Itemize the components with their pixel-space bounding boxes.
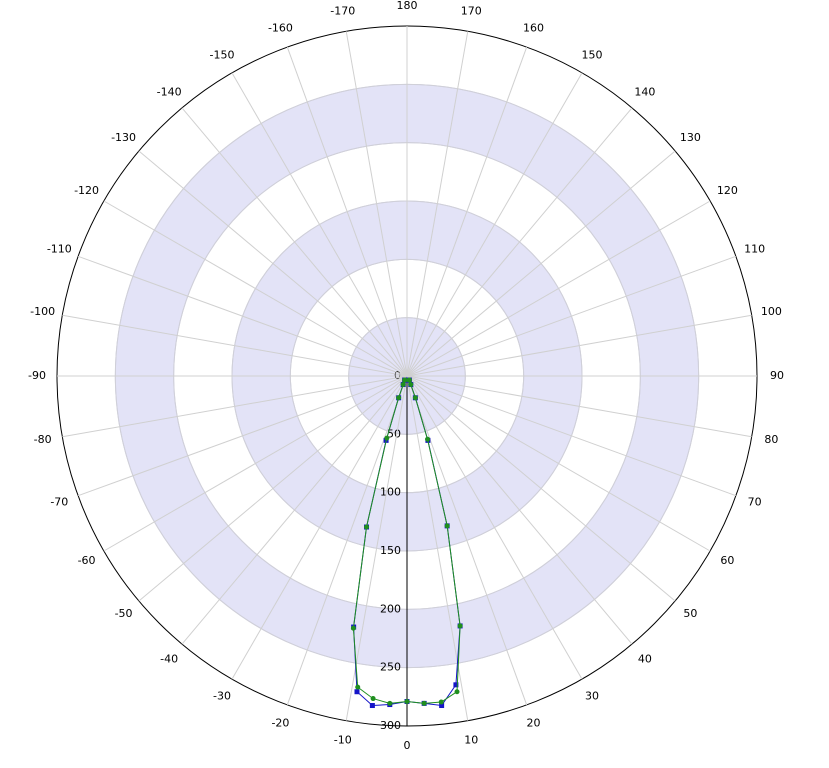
grid-spoke [231,72,408,377]
theta-tick-label: -170 [330,5,355,18]
point [412,395,418,401]
point [406,377,412,383]
theta-tick-label: 100 [761,305,782,318]
theta-tick-label: 160 [523,21,544,34]
point [444,523,450,529]
grid-spoke [406,375,633,645]
grid-spoke [286,46,408,377]
theta-tick-label: -70 [50,496,68,509]
grid-spoke [62,314,408,377]
r-tick-label: 100 [380,486,401,499]
point [402,377,408,383]
point [454,689,460,695]
grid-spoke [138,150,408,377]
theta-tick-label: -130 [111,131,136,144]
grid-spoke [406,375,737,497]
r-tick-label: 200 [380,602,401,615]
theta-tick-label: 130 [680,131,701,144]
theta-tick-label: -90 [28,369,46,382]
grid-spoke [231,375,408,680]
grid-spoke [103,375,408,552]
theta-tick-label: 0 [404,739,411,752]
theta-tick-label: -60 [78,554,96,567]
point [425,436,431,442]
grid-spoke [406,375,752,438]
grid-spoke [406,375,676,602]
grid-spoke [103,200,408,377]
point [439,703,445,709]
grid-spoke [406,31,469,377]
point [355,684,361,690]
r-tick-label: 250 [380,661,401,674]
point [408,382,414,388]
grid-spoke [406,150,676,377]
point [384,435,390,441]
theta-tick-label: -100 [30,305,55,318]
point [453,682,459,688]
theta-tick-label: -110 [47,242,72,255]
theta-tick-label: 80 [764,433,778,446]
grid-spoke [181,107,408,377]
theta-tick-label: -40 [160,652,178,665]
point [421,700,427,706]
theta-tick-label: 150 [582,49,603,62]
theta-tick-label: 20 [527,717,541,730]
theta-tick-label: -140 [157,86,182,99]
point [396,395,402,401]
theta-tick-label: 170 [461,5,482,18]
point [457,623,463,629]
point [438,699,444,705]
grid-spoke [406,375,711,552]
theta-tick-label: -150 [210,49,235,62]
grid-spoke [286,375,408,706]
theta-tick-label: -120 [74,184,99,197]
theta-tick-label: 10 [464,733,478,746]
theta-tick-label: 40 [638,652,652,665]
grid-spoke [77,375,408,497]
point [370,696,376,702]
theta-tick-label: -160 [268,21,293,34]
grid-spoke [77,255,408,377]
theta-tick-label: 70 [748,496,762,509]
point [400,382,406,388]
theta-tick-label: 50 [683,607,697,620]
grid-spoke [181,375,408,645]
grid-spoke [406,46,528,377]
point [354,689,360,695]
grid-spoke [406,200,711,377]
point [350,625,356,631]
point [364,524,370,530]
grid-spoke [406,72,583,377]
theta-tick-label: 120 [717,184,738,197]
theta-tick-label: -10 [334,733,352,746]
grid-spoke [406,314,752,377]
grid-spoke [406,375,528,706]
grid-spoke [406,107,633,377]
grid-spoke [138,375,408,602]
point [404,699,410,704]
theta-tick-label: 90 [770,369,784,382]
point [369,703,375,709]
theta-tick-label: 60 [720,554,734,567]
grid-spoke [345,31,408,377]
grid-spoke [406,255,737,377]
grid-spoke [406,375,583,680]
theta-tick-label: 110 [744,242,765,255]
theta-tick-label: -50 [115,607,133,620]
theta-tick-label: -80 [34,433,52,446]
theta-tick-label: -20 [271,717,289,730]
theta-tick-label: 140 [634,86,655,99]
point [387,700,393,706]
theta-tick-label: 180 [397,0,418,12]
theta-tick-label: 30 [585,689,599,702]
r-tick-label: 150 [380,544,401,557]
grid-spoke [62,375,408,438]
r-tick-label: 300 [380,719,401,732]
theta-tick-label: -30 [213,689,231,702]
